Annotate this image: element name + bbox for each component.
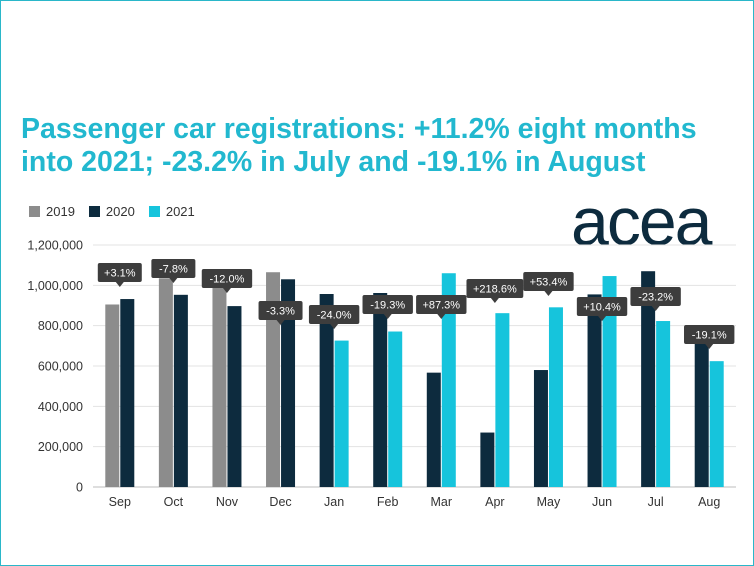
change-label: -7.8% (159, 264, 188, 276)
bar-2021 (334, 340, 349, 487)
bar-2019 (266, 272, 281, 487)
change-label-box (466, 279, 524, 298)
change-label-pointer (383, 314, 392, 319)
change-label-box (362, 295, 413, 314)
y-tick-label: 0 (76, 481, 83, 495)
x-tick-label: Mar (431, 495, 453, 509)
bar-2019 (158, 278, 173, 487)
bar-2020 (373, 292, 388, 487)
change-label: -23.2% (638, 292, 673, 304)
bar-2020 (426, 372, 441, 487)
chart-title-line-2: into 2021; -23.2% in July and -19.1% in … (21, 146, 646, 178)
bar-2020 (319, 294, 334, 487)
x-tick-label: Jun (592, 495, 612, 509)
change-label: -24.0% (317, 310, 352, 322)
x-tick-label: Feb (377, 495, 399, 509)
x-tick-label: Jul (648, 495, 664, 509)
change-label-box (684, 325, 735, 344)
change-label: -19.3% (370, 300, 405, 312)
change-label-box (308, 305, 360, 324)
bar-2020 (587, 294, 602, 487)
bar-2020 (120, 299, 135, 487)
bar-2021 (656, 321, 671, 487)
change-label-pointer (544, 291, 553, 296)
x-tick-label: Aug (698, 495, 720, 509)
y-tick-label: 1,000,000 (27, 279, 83, 293)
change-label: +10.4% (583, 302, 621, 314)
change-label-pointer (437, 314, 446, 319)
legend-item-2019: 2019 (29, 204, 75, 219)
legend-label-2021: 2021 (165, 204, 195, 219)
bar-2020 (480, 432, 495, 487)
chart-legend: 2019 2020 2021 (29, 204, 195, 219)
bar-2021 (602, 276, 617, 487)
change-label-pointer (276, 320, 285, 325)
change-label-box (416, 295, 467, 314)
bar-2020 (641, 271, 656, 487)
change-label-box (630, 287, 681, 306)
legend-label-2019: 2019 (46, 204, 75, 219)
bar-2021 (388, 331, 403, 487)
x-tick-label: Jan (324, 495, 344, 509)
chart-title: Passenger car registrations: +11.2% eigh… (21, 113, 741, 179)
legend-item-2020: 2020 (88, 204, 135, 219)
change-label-pointer (222, 288, 231, 293)
bar-2020 (227, 306, 242, 487)
chart-title-line-1: Passenger car registrations: +11.2% eigh… (21, 113, 697, 145)
x-tick-label: Sep (109, 495, 131, 509)
legend-label-2020: 2020 (105, 204, 135, 219)
bar-2019 (105, 304, 120, 487)
change-label: +53.4% (530, 277, 568, 289)
change-label-box (151, 259, 196, 278)
legend-item-2021: 2021 (148, 204, 195, 219)
change-label-box (258, 301, 303, 320)
bar-2021 (495, 313, 510, 487)
x-tick-label: Dec (269, 495, 291, 509)
y-tick-label: 800,000 (38, 319, 83, 333)
change-label-pointer (490, 298, 499, 303)
change-label-box (576, 297, 628, 316)
change-label-box (523, 272, 574, 291)
legend-swatch-2021 (148, 206, 160, 217)
y-tick-label: 400,000 (38, 400, 83, 414)
change-label: -12.0% (210, 274, 245, 286)
bar-2020 (173, 294, 188, 487)
y-tick-label: 200,000 (38, 440, 83, 454)
bar-2020 (281, 279, 296, 487)
change-label-pointer (115, 282, 124, 287)
change-label-pointer (330, 324, 339, 329)
change-label-pointer (598, 316, 607, 321)
y-tick-label: 600,000 (38, 360, 83, 374)
change-label-box (97, 263, 142, 282)
bar-2020 (533, 370, 548, 487)
bar-2019 (212, 285, 227, 487)
change-label: +3.1% (104, 268, 136, 280)
x-tick-label: Oct (164, 495, 184, 509)
change-label: +218.6% (473, 284, 517, 296)
change-label-pointer (169, 278, 178, 283)
bar-2021 (548, 307, 563, 487)
bar-2021 (441, 273, 456, 487)
legend-swatch-2020 (88, 206, 100, 217)
y-tick-label: 1,200,000 (27, 239, 83, 253)
change-label-box (201, 269, 253, 288)
bar-2021 (709, 361, 724, 487)
change-label-pointer (705, 344, 714, 349)
change-label: -3.3% (266, 306, 295, 318)
legend-swatch-2019 (29, 206, 40, 217)
x-tick-label: Apr (485, 495, 504, 509)
x-tick-label: Nov (216, 495, 239, 509)
change-label-pointer (651, 306, 660, 311)
x-tick-label: May (537, 495, 561, 509)
bar-2020 (694, 330, 709, 487)
change-label: -19.1% (692, 330, 727, 342)
change-label: +87.3% (422, 300, 460, 312)
